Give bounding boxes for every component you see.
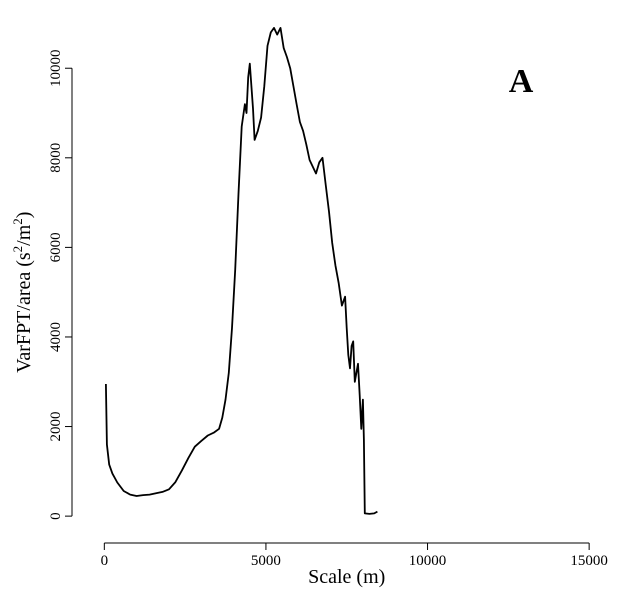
y-axis-ticks: 0 2000 4000 6000 8000 10000 (48, 49, 72, 520)
x-axis-title: Scale (m) (308, 566, 385, 588)
y-axis-title: VarFPT/area (s2/m2) (10, 212, 35, 373)
y-tick-label: 10000 (48, 49, 64, 87)
series-line (105, 27, 378, 515)
x-tick-label: 0 (101, 553, 109, 569)
y-tick-label: 0 (48, 512, 64, 520)
x-tick-label: 5000 (251, 553, 281, 569)
x-tick-label: 15000 (570, 553, 608, 569)
panel-label: A (509, 63, 534, 100)
y-tick-label: 2000 (48, 412, 64, 442)
x-tick-label: 10000 (409, 553, 447, 569)
y-tick-label: 4000 (48, 322, 64, 352)
axes (71, 68, 590, 544)
y-tick-label: 6000 (48, 232, 64, 262)
y-tick-label: 8000 (48, 143, 64, 173)
x-axis-ticks: 0 5000 10000 15000 (101, 543, 608, 569)
